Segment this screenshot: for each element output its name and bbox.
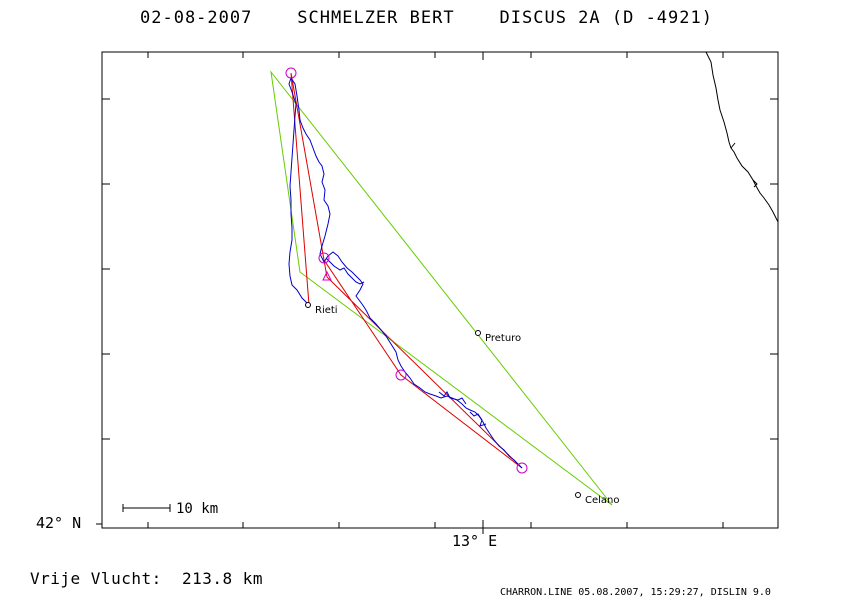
flight-track (288, 76, 523, 469)
start-triangle-marker (322, 270, 332, 281)
free-flight-distance: Vrije Vlucht: 213.8 km (30, 569, 264, 588)
turnpoint-marker (318, 252, 330, 264)
longitude-label: 13° E (452, 532, 498, 550)
longitude-ticks (147, 52, 724, 534)
footer-info: CHARRON.LINE 05.08.2007, 15:29:27, DISLI… (500, 587, 771, 598)
flight-track-wiggles (438, 391, 467, 405)
scale-bar-label: 10 km (176, 501, 218, 517)
place-labels: Rieti Preturo Celano (315, 305, 620, 506)
place-label-rieti: Rieti (315, 305, 338, 316)
turnpoint-marker (516, 462, 528, 474)
task-legs (290, 72, 523, 469)
place-markers (305, 302, 581, 498)
flight-title: 02-08-2007 SCHMELZER BERT DISCUS 2A (D -… (140, 8, 713, 28)
flight-track-wiggles (469, 411, 487, 427)
map-frame (101, 51, 779, 529)
coastline (705, 51, 779, 223)
free-flight-polygon (270, 70, 613, 506)
turnpoint-marker (395, 369, 407, 381)
place-label-celano: Celano (585, 495, 620, 506)
turnpoint-markers (285, 67, 528, 474)
place-marker-rieti (305, 302, 311, 308)
turnpoint-marker (285, 67, 297, 79)
place-marker-celano (575, 492, 581, 498)
flight-track-wiggles (325, 257, 365, 285)
place-marker-preturo (475, 330, 481, 336)
coastline-spur (730, 142, 736, 149)
latitude-label: 42° N (36, 514, 82, 532)
scale-bar (122, 504, 171, 512)
place-label-preturo: Preturo (485, 333, 521, 344)
latitude-ticks (96, 98, 778, 525)
coastline-spur (752, 179, 758, 188)
